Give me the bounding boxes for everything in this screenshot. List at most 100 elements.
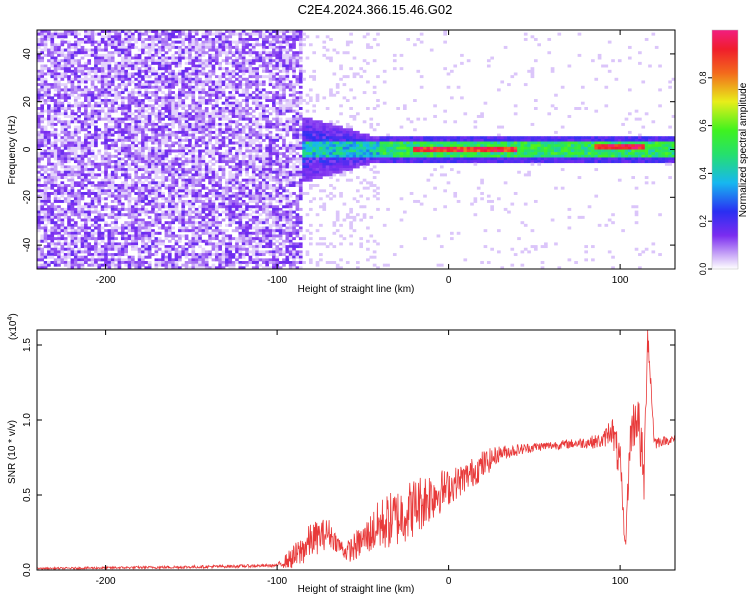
heatmap-cell [241,107,246,110]
heatmap-cell [255,122,259,126]
heatmap-cell [245,114,249,118]
heatmap-cell [245,170,249,174]
heatmap-cell [167,173,172,177]
heatmap-cell [238,93,243,97]
heatmap-cell [60,221,65,225]
heatmap-cell [171,170,175,174]
heatmap-cell [191,215,196,219]
heatmap-cell [110,176,115,180]
heatmap-cell [218,40,222,44]
heatmap-cell [258,245,263,249]
heatmap-cell [268,231,273,235]
heatmap-cell [144,194,149,198]
heatmap-cell [151,191,155,195]
heatmap-cell [141,43,145,47]
heatmap-cell [43,255,48,259]
heatmap-cell [174,112,179,116]
heatmap-cell [131,242,135,246]
heatmap-cell [151,61,155,65]
heatmap-cell [268,165,273,169]
heatmap-cell [60,191,65,195]
heatmap-cell [228,207,233,211]
heatmap-cell [154,165,159,169]
heatmap-cell [60,173,65,177]
heatmap-cell [70,242,75,246]
heatmap-cell [77,88,81,92]
heatmap-cell [174,120,179,124]
heatmap-cell [57,53,61,57]
heatmap-cell [225,122,229,126]
heatmap-cell [63,173,68,177]
heatmap-cell [141,184,145,187]
heatmap-cell [171,56,175,60]
heatmap-cell [241,128,246,132]
heatmap-cell [171,125,175,129]
heatmap-cell [117,247,122,251]
heatmap-cell [261,56,266,60]
heatmap-cell [87,181,92,185]
heatmap-cell [167,205,172,209]
heatmap-cell [60,199,65,203]
heatmap-cell [164,75,169,79]
heatmap-cell [184,199,189,203]
heatmap-cell [241,83,246,87]
heatmap-cell [191,146,196,150]
heatmap-cell [151,149,155,153]
heatmap-cell [84,202,88,206]
heatmap-cell [137,72,142,76]
heatmap-cell [245,37,249,41]
heatmap-cell [60,40,65,44]
heatmap-cell [282,146,286,150]
heatmap-cell [188,43,192,47]
heatmap-cell [201,138,206,142]
heatmap-cell [225,109,229,113]
heatmap-cell [255,149,259,153]
heatmap-cell [97,242,102,246]
heatmap-cell [37,197,41,201]
heatmap-cell [50,45,55,49]
heatmap-cell [214,101,219,105]
heatmap-cell [191,133,196,137]
heatmap-cell [67,218,71,222]
heatmap-cell [84,120,88,124]
heatmap-cell [147,261,152,264]
heatmap-cell [198,239,202,243]
heatmap-cell [37,77,41,81]
heatmap-cell [157,85,162,89]
heatmap-cell [164,69,169,73]
heatmap-cell [238,168,243,172]
heatmap-cell [50,141,55,145]
heatmap-cell [164,170,169,174]
heatmap-cell [265,144,269,148]
heatmap-cell [144,237,149,241]
heatmap-cell [73,253,78,257]
heatmap-cell [235,186,239,190]
heatmap-cell [191,197,196,201]
heatmap-cell [157,61,162,65]
heatmap-cell [127,226,132,230]
heatmap-cell [70,234,75,238]
heatmap-cell [171,112,175,116]
heatmap-cell [181,91,186,95]
heatmap-cell [255,32,259,36]
heatmap-cell [110,67,115,71]
heatmap-cell [231,114,236,118]
heatmap-cell [80,207,85,211]
heatmap-cell [47,37,51,41]
heatmap-cell [87,189,92,193]
heatmap-cell [124,263,128,267]
heatmap-cell [110,247,115,251]
heatmap-cell [131,101,135,105]
heatmap-cell [57,91,61,95]
heatmap-cell [198,136,202,140]
heatmap-cell [282,170,286,174]
heatmap-cell [211,40,216,44]
heatmap-cell [97,149,102,153]
heatmap-cell [171,245,175,249]
heatmap-cell [167,114,172,118]
heatmap-cell [43,239,48,243]
heatmap-cell [188,221,192,225]
heatmap-cell [120,48,125,52]
heatmap-cell [231,202,236,206]
heatmap-cell [225,194,229,198]
